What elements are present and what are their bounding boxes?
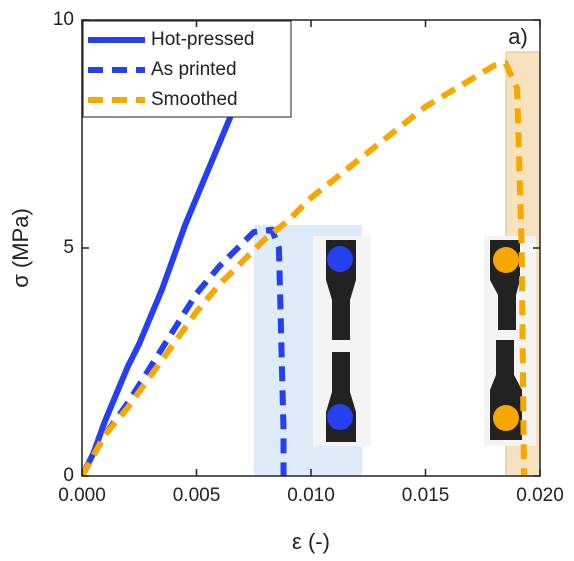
x-tick-label: 0.015 — [402, 485, 450, 506]
x-tick-label: 0.020 — [516, 485, 564, 506]
legend-label: As printed — [151, 59, 237, 80]
legend-label: Hot-pressed — [151, 29, 255, 50]
x-axis-title: ε (-) — [292, 529, 330, 554]
y-axis-title: σ (MPa) — [8, 208, 33, 288]
x-tick-label: 0.010 — [287, 485, 335, 506]
series-line — [82, 60, 527, 476]
y-tick-label: 10 — [53, 9, 74, 30]
legend: Hot-pressed As printed Smoothed — [82, 20, 292, 118]
y-tick-label: 5 — [63, 237, 74, 258]
x-tick-label: 0.000 — [58, 485, 106, 506]
specimen-photo — [484, 236, 536, 446]
panel-label: a) — [508, 24, 528, 49]
x-tick-label: 0.005 — [173, 485, 221, 506]
specimen-photo — [313, 236, 371, 446]
y-tick-label: 0 — [63, 465, 74, 486]
series-line — [82, 226, 287, 476]
legend-label: Smoothed — [151, 89, 238, 110]
